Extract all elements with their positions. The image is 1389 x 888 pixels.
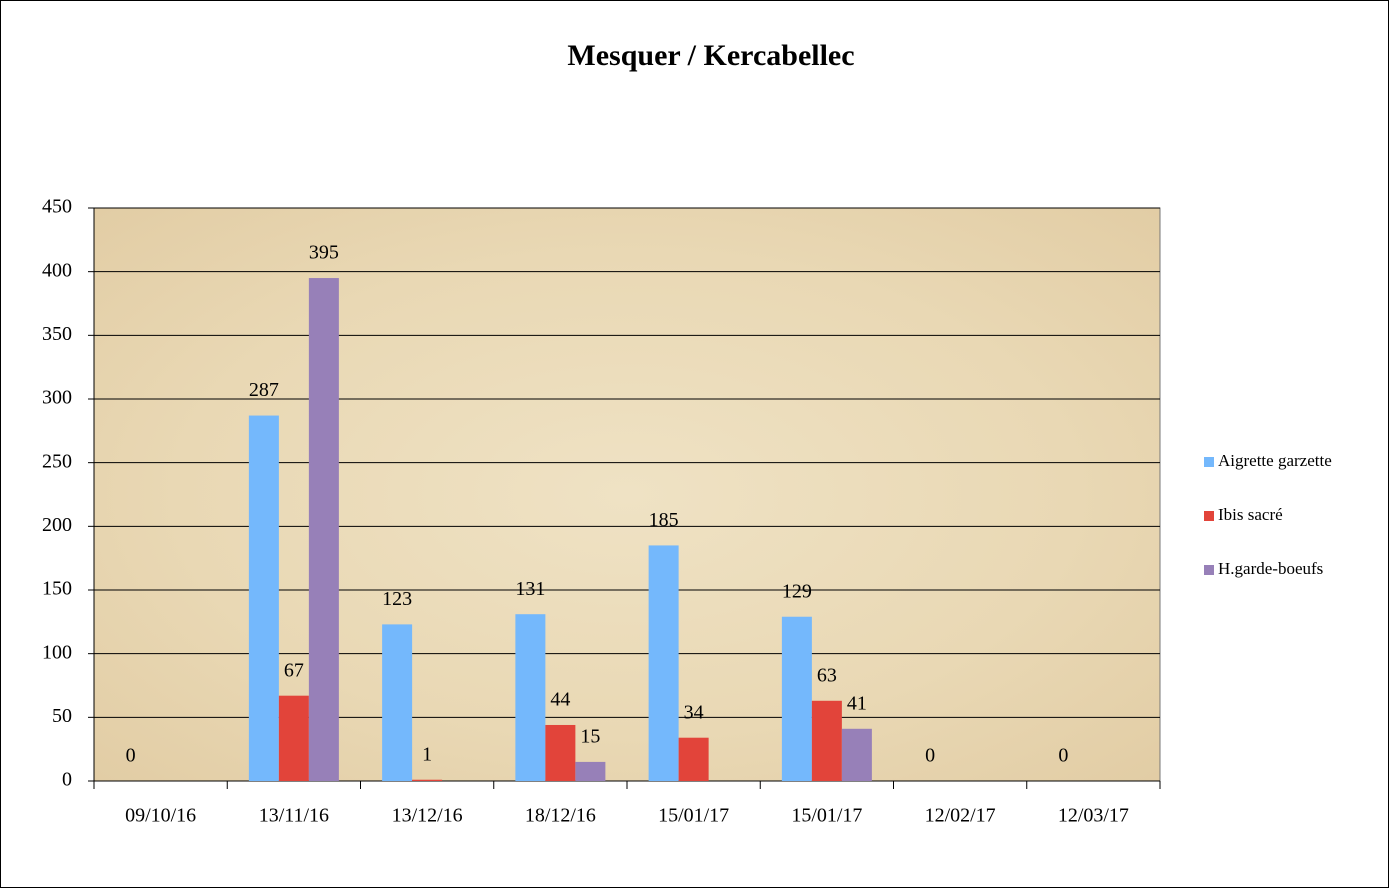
data-label: 131: [515, 578, 545, 600]
data-label: 0: [1058, 745, 1068, 767]
data-label: 185: [649, 509, 679, 531]
data-label: 67: [284, 659, 304, 681]
y-tick-label: 100: [42, 641, 72, 663]
data-label: 44: [550, 689, 570, 711]
y-tick-label: 450: [42, 196, 72, 218]
y-tick-label: 150: [42, 578, 72, 600]
bar: [648, 545, 679, 781]
bar: [278, 695, 309, 781]
y-tick-label: 50: [52, 705, 72, 727]
data-label: 63: [817, 664, 837, 686]
y-tick-label: 200: [42, 514, 72, 536]
x-tick-label: 15/01/17: [658, 805, 729, 827]
data-label: 0: [126, 745, 136, 767]
data-label: 129: [782, 580, 812, 602]
data-label: 287: [249, 379, 279, 401]
y-tick-label: 350: [42, 323, 72, 345]
y-tick-label: 0: [62, 769, 72, 791]
legend-swatch: [1204, 457, 1214, 467]
y-tick-label: 300: [42, 387, 72, 409]
legend-swatch: [1204, 565, 1214, 575]
y-tick-label: 400: [42, 259, 72, 281]
x-tick-label: 13/12/16: [392, 805, 463, 827]
x-tick-label: 12/03/17: [1058, 805, 1129, 827]
bar: [248, 415, 279, 781]
data-label: 41: [847, 692, 867, 714]
bar: [412, 779, 443, 781]
x-tick-label: 15/01/17: [791, 805, 862, 827]
data-label: 123: [382, 588, 412, 610]
x-tick-label: 09/10/16: [125, 805, 196, 827]
x-tick-label: 12/02/17: [925, 805, 996, 827]
bar: [515, 614, 546, 781]
data-label: 34: [684, 701, 704, 723]
legend-label: Aigrette garzette: [1218, 451, 1332, 470]
bar: [841, 728, 872, 781]
legend-label: Ibis sacré: [1218, 505, 1283, 524]
bar: [781, 616, 812, 781]
bar: [308, 278, 339, 781]
bar: [678, 737, 709, 781]
x-tick-label: 13/11/16: [259, 805, 329, 827]
bar: [811, 700, 842, 781]
bar: [382, 624, 413, 781]
chart-title: Mesquer / Kercabellec: [567, 39, 854, 72]
bar: [545, 724, 576, 781]
legend-label: H.garde-boeufs: [1218, 559, 1323, 578]
bar: [575, 761, 606, 781]
y-tick-label: 250: [42, 450, 72, 472]
legend-swatch: [1204, 511, 1214, 521]
data-label: 0: [925, 745, 935, 767]
data-label: 395: [309, 242, 339, 264]
data-label: 15: [580, 725, 600, 747]
data-label: 1: [422, 743, 432, 765]
x-tick-label: 18/12/16: [525, 805, 596, 827]
